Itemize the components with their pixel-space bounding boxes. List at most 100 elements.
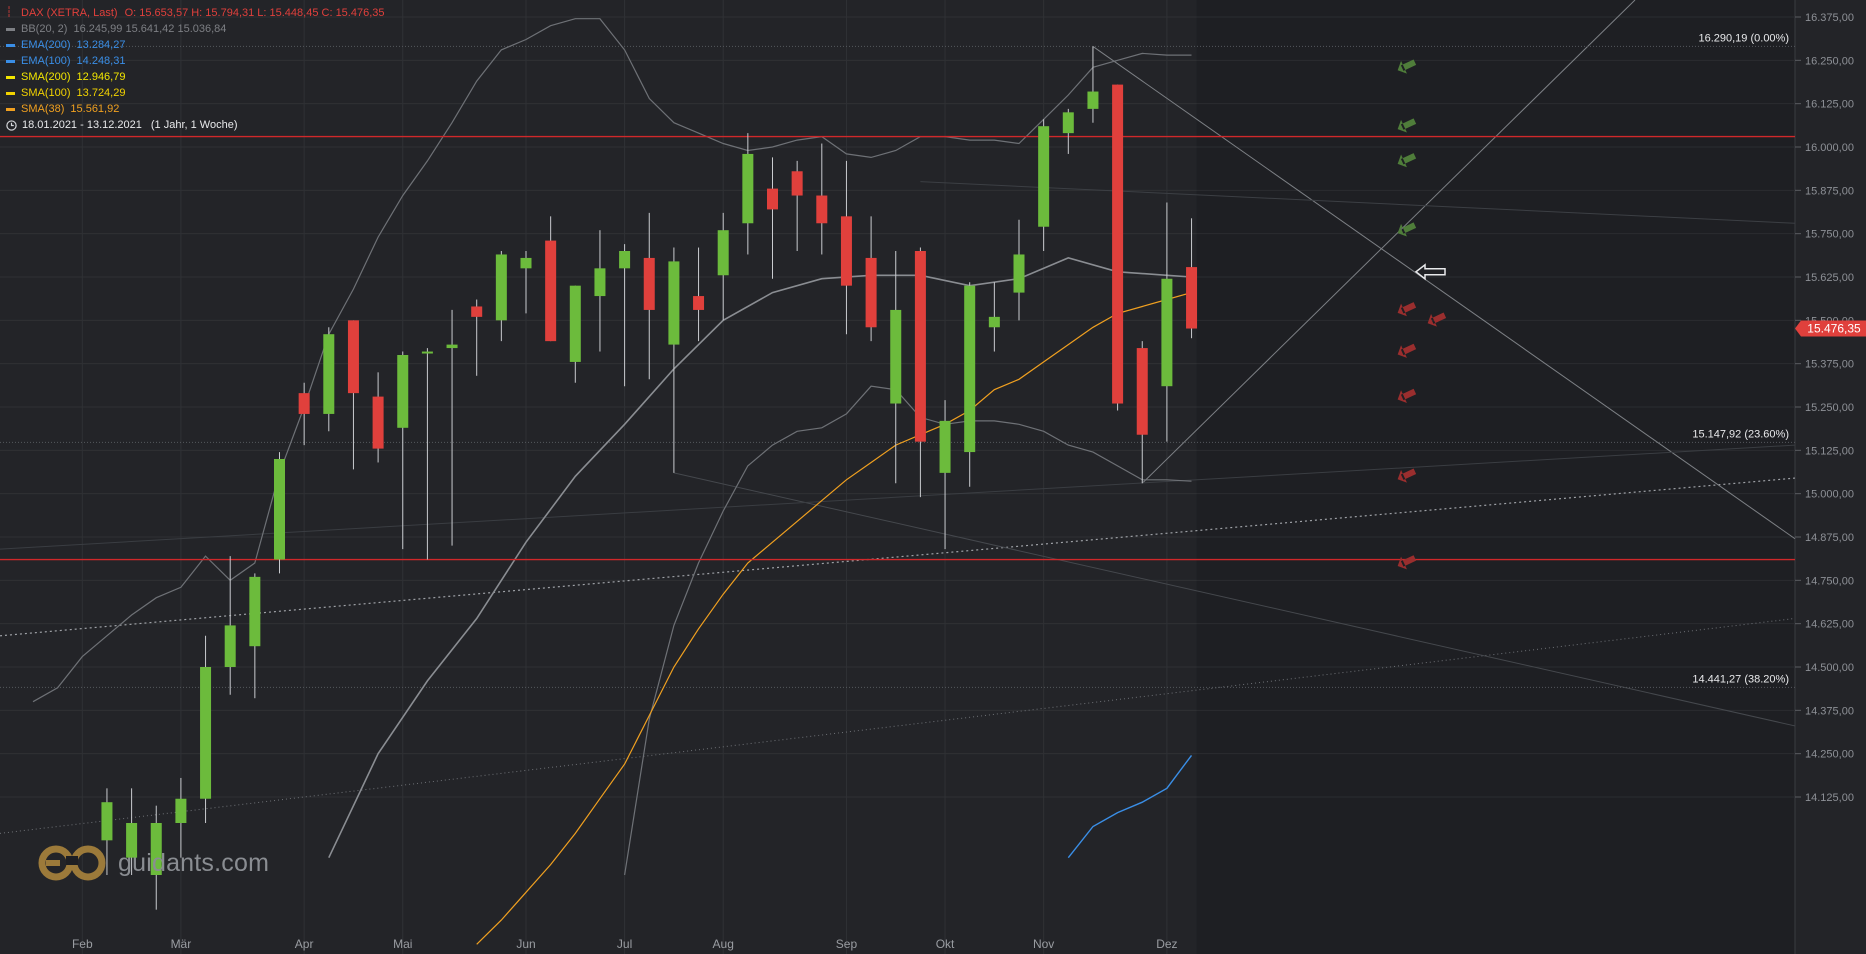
candle-body (175, 798, 187, 823)
x-tick-label: Jul (617, 937, 632, 951)
y-tick-label: 14.875,00 (1805, 532, 1854, 544)
y-tick-label: 15.250,00 (1805, 402, 1854, 414)
x-tick-label: Mär (171, 937, 192, 951)
red-arrow-icon (1397, 555, 1417, 570)
instrument-name: DAX (XETRA, Last) (21, 7, 118, 19)
dotted-trendline (0, 477, 1796, 637)
candle-body (298, 393, 310, 414)
y-tick-label: 14.750,00 (1805, 575, 1854, 587)
candle-body (520, 257, 532, 269)
faint-trendline (920, 181, 1796, 224)
y-tick-label: 16.250,00 (1805, 55, 1854, 67)
candle-body (446, 344, 458, 349)
indicator-row[interactable]: EMA(100) 14.248,31 (6, 53, 385, 69)
y-tick-label: 15.750,00 (1805, 229, 1854, 241)
y-tick-label: 15.000,00 (1805, 489, 1854, 501)
fibonacci-label: 16.290,19 (0.00%) (1698, 32, 1789, 44)
candle-body (397, 355, 409, 428)
white-arrow-icon (1414, 263, 1446, 281)
candle-body (914, 251, 926, 442)
x-tick-label: Apr (295, 937, 314, 951)
candle-body (1013, 254, 1025, 293)
indicator-row[interactable]: SMA(100) 13.724,29 (6, 85, 385, 101)
fibonacci-label: 15.147,92 (23.60%) (1692, 428, 1789, 440)
candle-body (1161, 278, 1173, 387)
candle-body (693, 296, 705, 310)
fibonacci-label: 14.441,27 (38.20%) (1692, 673, 1789, 685)
candle-body (421, 351, 433, 354)
candle-body (1136, 348, 1148, 435)
y-tick-label: 15.125,00 (1805, 445, 1854, 457)
y-tick-label: 16.375,00 (1805, 12, 1854, 24)
candle-body (150, 823, 162, 875)
indicator-swatch (6, 75, 15, 79)
red-arrow-icon (1397, 468, 1417, 483)
candle-body (323, 334, 335, 414)
candle-body (471, 306, 483, 317)
candle-body (643, 257, 655, 310)
candle-body (1186, 267, 1198, 329)
indicator-value: 13.724,29 (76, 87, 126, 99)
indicator-name: EMA(100) (21, 55, 71, 67)
instrument-ohlc: O: 15.653,57 H: 15.794,31 L: 15.448,45 C… (124, 7, 385, 19)
x-tick-label: Aug (713, 937, 734, 951)
indicator-name: SMA(38) (21, 103, 65, 115)
x-tick-label: Jun (516, 937, 535, 951)
indicator-swatch (6, 107, 15, 111)
y-tick-label: 16.125,00 (1805, 99, 1854, 111)
resistance-trendline (1092, 46, 1796, 540)
indicator-name: SMA(100) (21, 87, 71, 99)
x-tick-label: Sep (836, 937, 858, 951)
indicator-row[interactable]: EMA(200) 13.284,27 (6, 37, 385, 53)
candle-body (988, 316, 1000, 328)
indicator-swatch (6, 91, 15, 95)
candle-body (594, 268, 606, 297)
bollinger-middle-line (328, 257, 1192, 859)
candle-body (1087, 91, 1099, 109)
x-tick-label: Mai (393, 937, 412, 951)
period-range: 18.01.2021 - 13.12.2021 (22, 119, 142, 131)
clock-icon (6, 119, 17, 131)
guidants-logo[interactable]: guidants.com (36, 842, 269, 884)
indicator-value: 13.284,27 (76, 39, 126, 51)
indicator-name: EMA(200) (21, 39, 71, 51)
red-arrow-icon (1397, 343, 1417, 358)
y-tick-label: 15.375,00 (1805, 359, 1854, 371)
candle-body (569, 285, 581, 362)
y-tick-label: 15.875,00 (1805, 185, 1854, 197)
candle-body (619, 251, 631, 269)
bollinger-lower-line (624, 385, 1192, 876)
x-tick-label: Feb (72, 937, 93, 951)
y-tick-label: 14.500,00 (1805, 662, 1854, 674)
candlestick-icon: ┆ (6, 7, 13, 18)
candle-body (1038, 126, 1050, 227)
indicator-swatch (6, 27, 15, 31)
candle-body (347, 320, 359, 394)
instrument-row[interactable]: ┆ DAX (XETRA, Last) O: 15.653,57 H: 15.7… (6, 5, 385, 21)
indicator-name: BB(20, 2) (21, 23, 68, 35)
support-trendline (1141, 0, 1636, 484)
price-axis[interactable] (1795, 0, 1866, 954)
red-arrow-icon (1427, 312, 1447, 327)
guidants-logo-icon (38, 845, 106, 881)
logo-text: guidants.com (118, 848, 270, 877)
bollinger-upper-line (32, 18, 1192, 703)
indicator-row[interactable]: SMA(38) 15.561,92 (6, 101, 385, 117)
candle-body (545, 240, 557, 342)
y-tick-label: 14.375,00 (1805, 705, 1854, 717)
x-tick-label: Nov (1033, 937, 1054, 951)
indicator-row[interactable]: SMA(200) 12.946,79 (6, 69, 385, 85)
green-arrow-icon (1397, 59, 1417, 74)
indicator-row[interactable]: BB(20, 2) 16.245,99 15.641,42 15.036,84 (6, 21, 385, 37)
red-arrow-icon (1397, 302, 1417, 317)
green-arrow-icon (1397, 118, 1417, 133)
candle-body (101, 802, 113, 841)
x-tick-label: Okt (936, 937, 955, 951)
period-label: (1 Jahr, 1 Woche) (150, 119, 238, 131)
indicator-swatch (6, 43, 15, 47)
y-tick-label: 14.250,00 (1805, 749, 1854, 761)
indicator-swatch (6, 59, 15, 63)
candle-body (791, 171, 803, 196)
period-row[interactable]: 18.01.2021 - 13.12.2021 (1 Jahr, 1 Woche… (6, 117, 385, 133)
